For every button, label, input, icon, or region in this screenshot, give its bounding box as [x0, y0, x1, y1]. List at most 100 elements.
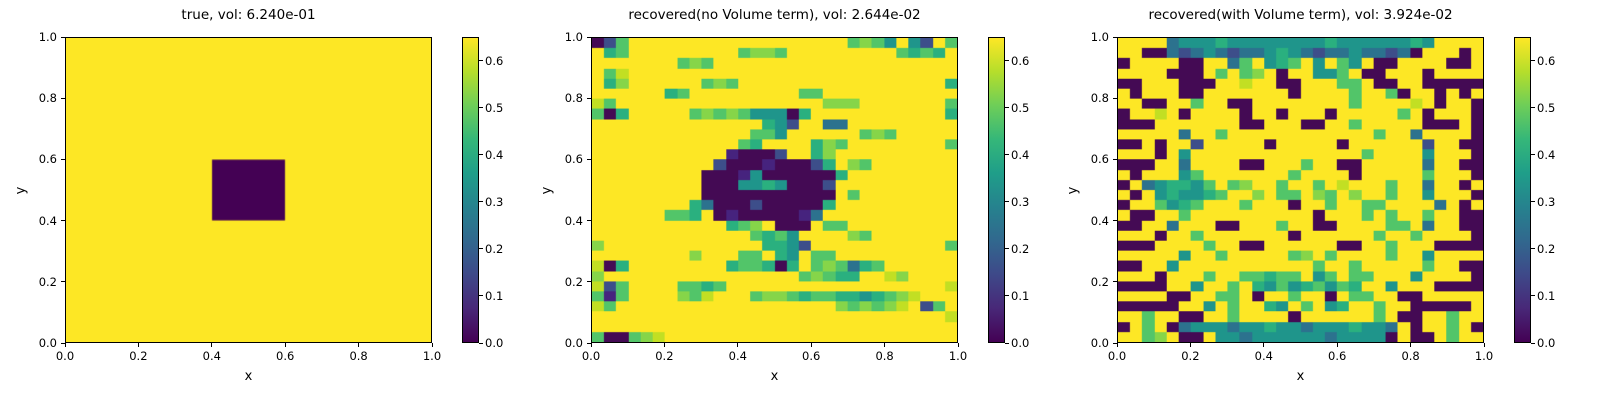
y-tick-mark [1113, 36, 1117, 38]
y-tick-label: 0.8 [1090, 91, 1109, 106]
x-tick-label: 0.0 [1107, 349, 1127, 363]
y-tick-label: 0.2 [38, 274, 57, 289]
x-tick-label: 0.0 [581, 349, 601, 363]
y-tick-mark [1113, 97, 1117, 99]
colorbar-true [462, 37, 479, 343]
x-tick-mark [737, 343, 739, 347]
y-tick-mark [1113, 281, 1117, 283]
y-tick-mark [587, 158, 591, 160]
colorbar-tick-label: 0.1 [1011, 288, 1030, 303]
y-tick-mark [587, 36, 591, 38]
y-tick-mark [61, 158, 65, 160]
y-tick-mark [61, 281, 65, 283]
y-tick-label: 0.2 [1090, 274, 1109, 289]
colorbar-tick-label: 0.1 [1537, 288, 1556, 303]
y-tick-mark [1113, 342, 1117, 344]
x-tick-label: 0.2 [1181, 349, 1200, 363]
heatmap-no-volume [591, 37, 958, 343]
x-tick-label: 1.0 [1474, 349, 1494, 363]
x-tick-label: 0.6 [802, 349, 821, 363]
colorbar-tick-label: 0.6 [485, 53, 504, 68]
colorbar-tick-mark [1005, 154, 1009, 156]
colorbar-tick-label: 0.0 [1537, 336, 1556, 350]
y-tick-mark [61, 342, 65, 344]
colorbar-tick-mark [479, 60, 483, 62]
x-tick-label: 0.4 [728, 349, 747, 363]
colorbar-tick-label: 0.6 [1011, 53, 1030, 68]
y-tick-label: 0.6 [564, 152, 583, 167]
colorbar-tick-label: 0.4 [1011, 147, 1030, 162]
y-tick-label: 0.6 [38, 152, 57, 167]
colorbar-tick-label: 0.2 [1537, 241, 1556, 256]
y-tick-label: 0.8 [564, 91, 583, 106]
y-tick-label: 1.0 [564, 30, 583, 44]
colorbar-tick-mark [479, 154, 483, 156]
y-tick-mark [587, 97, 591, 99]
y-tick-label: 1.0 [38, 30, 57, 44]
x-tick-label: 0.2 [129, 349, 148, 363]
x-axis-label: x [770, 369, 779, 384]
colorbar-tick-mark [1005, 107, 1009, 109]
heatmap-canvas-with-volume [1118, 38, 1483, 342]
y-tick-label: 0.4 [38, 213, 57, 228]
colorbar-tick-mark [1005, 342, 1009, 344]
x-tick-mark [211, 343, 213, 347]
x-tick-label: 0.8 [1401, 349, 1420, 363]
x-tick-mark [284, 343, 286, 347]
colorbar-tick-label: 0.5 [1537, 100, 1556, 115]
x-tick-mark [1336, 343, 1338, 347]
x-tick-mark [957, 343, 959, 347]
x-tick-mark [884, 343, 886, 347]
colorbar-tick-mark [1531, 295, 1535, 297]
y-tick-mark [1113, 158, 1117, 160]
x-tick-mark [1410, 343, 1412, 347]
x-tick-label: 1.0 [422, 349, 442, 363]
colorbar-tick-label: 0.3 [485, 194, 504, 209]
y-tick-mark [61, 220, 65, 222]
colorbar-tick-mark [1531, 154, 1535, 156]
x-tick-mark [663, 343, 665, 347]
x-tick-mark [358, 343, 360, 347]
colorbar-tick-mark [479, 295, 483, 297]
y-tick-label: 0.4 [1090, 213, 1109, 228]
heatmap-canvas-true [66, 38, 431, 342]
colorbar-tick-label: 0.2 [485, 241, 504, 256]
colorbar-tick-label: 0.3 [1537, 194, 1556, 209]
x-tick-mark [137, 343, 139, 347]
x-tick-label: 0.4 [1254, 349, 1273, 363]
x-tick-label: 0.6 [1328, 349, 1347, 363]
colorbar-tick-label: 0.0 [1011, 336, 1030, 350]
colorbar-tick-mark [479, 248, 483, 250]
colorbar-with-volume [1514, 37, 1531, 343]
x-tick-label: 0.8 [349, 349, 368, 363]
colorbar-tick-mark [479, 107, 483, 109]
colorbar-tick-label: 0.1 [485, 288, 504, 303]
heatmap-canvas-no-volume [592, 38, 957, 342]
y-tick-mark [587, 342, 591, 344]
y-tick-mark [61, 97, 65, 99]
x-tick-mark [810, 343, 812, 347]
subplot-title-with-volume: recovered(with Volume term), vol: 3.924e… [1148, 7, 1453, 23]
x-tick-label: 0.8 [875, 349, 894, 363]
colorbar-tick-mark [479, 201, 483, 203]
colorbar-tick-label: 0.2 [1011, 241, 1030, 256]
colorbar-tick-mark [1531, 107, 1535, 109]
y-tick-label: 1.0 [1090, 30, 1109, 44]
x-tick-label: 0.2 [655, 349, 674, 363]
colorbar-tick-label: 0.4 [485, 147, 504, 162]
x-tick-label: 0.6 [276, 349, 295, 363]
colorbar-tick-label: 0.5 [1011, 100, 1030, 115]
y-tick-label: 0.8 [38, 91, 57, 106]
colorbar-tick-mark [1531, 342, 1535, 344]
colorbar-tick-mark [1005, 295, 1009, 297]
x-tick-mark [1189, 343, 1191, 347]
x-tick-mark [1263, 343, 1265, 347]
y-tick-label: 0.6 [1090, 152, 1109, 167]
colorbar-tick-mark [479, 342, 483, 344]
y-axis-label-wrap: y [1061, 37, 1085, 343]
colorbar-tick-label: 0.6 [1537, 53, 1556, 68]
subplot-title-no-volume: recovered(no Volume term), vol: 2.644e-0… [628, 7, 921, 23]
